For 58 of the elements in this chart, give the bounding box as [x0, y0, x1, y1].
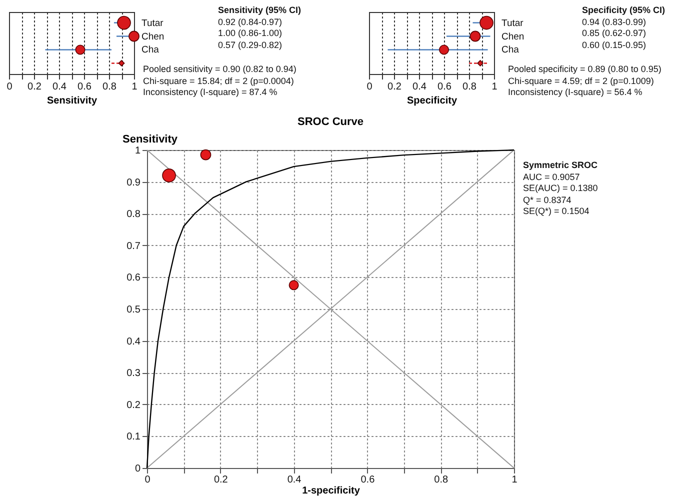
y-tick-label: 0.2 [126, 400, 141, 411]
text: Pooled specificity = 0.89 (0.80 to 0.95) [508, 64, 662, 76]
category-label: Cha [142, 44, 159, 56]
y-tick-label: 0.6 [126, 272, 141, 284]
x-tick-label: 0.8 [102, 82, 117, 92]
text: Symmetric SROC [523, 160, 598, 172]
y-tick-label: 0.7 [126, 240, 141, 252]
x-tick-label: 0.4 [287, 474, 302, 486]
x-tick-label: 0.6 [360, 474, 376, 486]
x-axis-title: Sensitivity [46, 96, 98, 106]
y-tick-label: 0 [134, 464, 141, 474]
text: Specificity (95% CI) [582, 5, 666, 16]
category-label: Tutar [142, 18, 164, 29]
y-tick-label: 0.5 [126, 304, 141, 316]
text: Inconsistency (I-square) = 87.4 % [143, 87, 278, 98]
y-tick-label: 0.3 [126, 368, 141, 380]
y-tick-label: 0.1 [126, 432, 141, 443]
text: Sensitivity (95% CI) [218, 5, 302, 16]
x-tick-label: 0.4 [52, 82, 67, 92]
x-tick-label: 0 [144, 474, 151, 486]
y-tick-label: 0.9 [126, 177, 141, 188]
text: AUC = 0.9057 [523, 172, 581, 183]
x-axis-title: 1-specificity [302, 486, 360, 496]
x-tick-label: 0.2 [388, 82, 402, 92]
y-axis-title: Sensitivity [122, 134, 178, 146]
x-tick-label: 0.4 [412, 82, 427, 92]
text: 0.60 (0.15-0.95) [582, 40, 648, 51]
chart-title: SROC Curve [297, 116, 364, 128]
y-tick-label: 1 [134, 146, 141, 156]
y-tick-label: 0.8 [126, 209, 141, 220]
text: 0.85 (0.62-0.97) [582, 28, 648, 40]
text: Inconsistency (I-square) = 56.4 % [508, 87, 644, 98]
category-label: Tutar [502, 18, 524, 29]
x-tick-label: 0.2 [28, 82, 42, 92]
text: 0.94 (0.83-0.99) [582, 16, 648, 28]
x-tick-label: 0.6 [78, 82, 92, 92]
text: Chi-square = 15.84; df = 2 (p=0.0004) [143, 76, 295, 87]
x-tick-label: 1 [512, 474, 518, 486]
category-label: Chen [502, 31, 524, 42]
x-tick-label: 1 [492, 82, 498, 92]
x-axis-title: Specificity [406, 96, 458, 106]
x-tick-label: 0 [366, 82, 373, 92]
text: Pooled sensitivity = 0.90 (0.82 to 0.94) [143, 64, 296, 76]
x-tick-label: 0 [6, 82, 13, 92]
text: Chi-square = 4.59; df = 2 (p=0.1009) [508, 76, 655, 87]
x-tick-label: 0.2 [214, 474, 228, 486]
category-label: Cha [502, 44, 519, 56]
text: 0.57 (0.29-0.82) [218, 40, 284, 51]
y-tick-label: 0.4 [126, 336, 141, 348]
x-tick-label: 0.8 [462, 82, 477, 92]
text: 1.00 (0.86-1.00) [218, 28, 284, 40]
category-label: Chen [142, 31, 164, 42]
text: SE(Q*) = 0.1504 [523, 206, 590, 218]
x-tick-label: 0.6 [438, 82, 452, 92]
text: Q* = 0.8374 [523, 194, 572, 206]
x-tick-label: 0.8 [434, 474, 448, 486]
text: SE(AUC) = 0.1380 [523, 183, 598, 194]
text: 0.92 (0.84-0.97) [218, 16, 284, 28]
